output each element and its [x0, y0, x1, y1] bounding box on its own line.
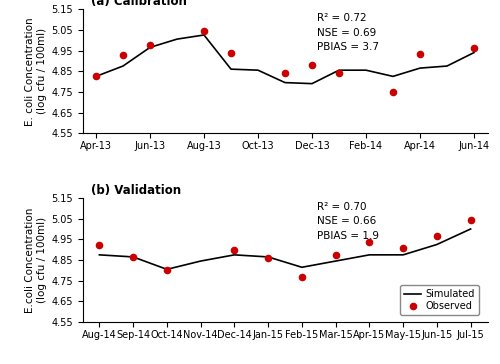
Simulated	[444, 64, 450, 68]
Simulated	[336, 68, 342, 72]
Observed	[92, 74, 100, 79]
Line: Simulated: Simulated	[96, 35, 474, 84]
Simulated	[400, 253, 406, 257]
Text: (a) Calibration: (a) Calibration	[90, 0, 186, 8]
Observed	[332, 252, 340, 258]
Simulated	[120, 64, 126, 68]
Simulated	[468, 227, 473, 231]
Observed	[163, 268, 171, 273]
Observed	[335, 70, 343, 76]
Text: R² = 0.70
NSE = 0.66
PBIAS = 1.9: R² = 0.70 NSE = 0.66 PBIAS = 1.9	[318, 202, 380, 241]
Simulated	[471, 50, 477, 55]
Simulated	[201, 33, 207, 37]
Simulated	[93, 74, 99, 79]
Y-axis label: E.coli Concentration
(log cfu / 100ml): E.coli Concentration (log cfu / 100ml)	[26, 207, 47, 313]
Observed	[264, 255, 272, 261]
Observed	[298, 274, 306, 280]
Observed	[470, 46, 478, 51]
Observed	[129, 254, 137, 260]
Observed	[366, 240, 374, 245]
Simulated	[198, 259, 203, 263]
Simulated	[434, 242, 440, 247]
Observed	[119, 52, 127, 58]
Simulated	[309, 82, 315, 86]
Simulated	[164, 267, 170, 272]
Legend: Simulated, Observed: Simulated, Observed	[400, 285, 478, 315]
Text: (b) Validation: (b) Validation	[90, 184, 180, 197]
Simulated	[299, 265, 305, 269]
Observed	[200, 28, 208, 34]
Simulated	[130, 255, 136, 259]
Line: Simulated: Simulated	[100, 229, 470, 269]
Observed	[146, 43, 154, 48]
Observed	[227, 50, 235, 55]
Simulated	[265, 255, 271, 259]
Observed	[416, 51, 424, 56]
Simulated	[255, 68, 261, 72]
Observed	[96, 242, 104, 248]
Simulated	[232, 253, 237, 257]
Simulated	[174, 37, 180, 41]
Simulated	[366, 253, 372, 257]
Y-axis label: E. coli Concentration
(log cfu / 100ml): E. coli Concentration (log cfu / 100ml)	[26, 17, 47, 126]
Observed	[308, 62, 316, 68]
Simulated	[228, 67, 234, 71]
Text: R² = 0.72
NSE = 0.69
PBIAS = 3.7: R² = 0.72 NSE = 0.69 PBIAS = 3.7	[318, 13, 380, 52]
Observed	[281, 70, 289, 76]
Simulated	[282, 80, 288, 85]
Simulated	[332, 259, 338, 263]
Observed	[230, 247, 238, 253]
Observed	[466, 217, 474, 222]
Observed	[433, 233, 441, 239]
Simulated	[390, 74, 396, 79]
Observed	[389, 89, 397, 95]
Simulated	[96, 253, 102, 257]
Simulated	[417, 66, 423, 70]
Observed	[399, 245, 407, 250]
Simulated	[147, 45, 153, 50]
Simulated	[363, 68, 369, 72]
